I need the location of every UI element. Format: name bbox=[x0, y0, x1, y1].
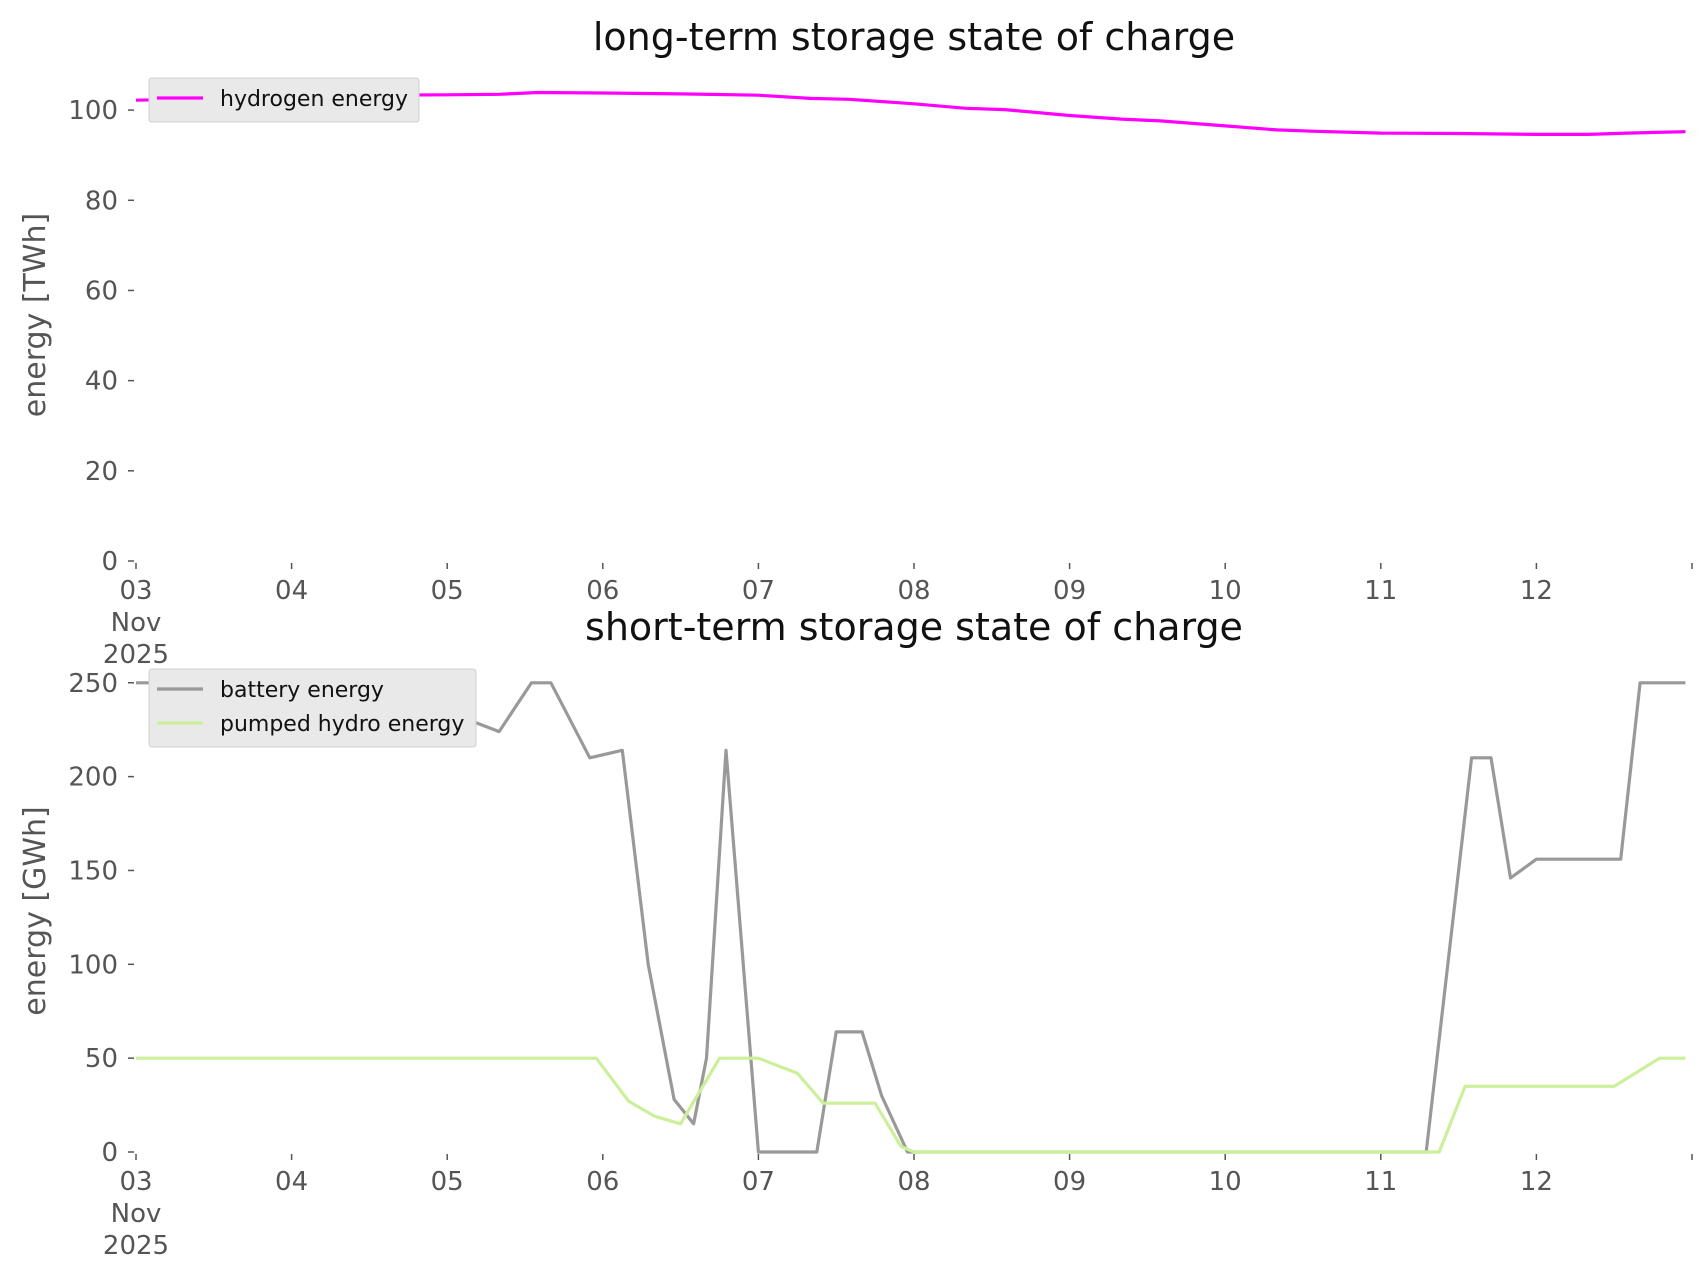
short-term-x-tick-label: 11 bbox=[1364, 1167, 1397, 1197]
long-term-series-line-1 bbox=[135, 90, 1686, 136]
short-term-legend-box bbox=[148, 668, 477, 748]
long-term-series-lines bbox=[135, 90, 1686, 136]
long-term-x-tick-label: 05 bbox=[431, 576, 464, 606]
short-term-chart-panel: short-term storage state of charge energ… bbox=[18, 605, 1693, 1261]
long-term-x-tick-label: 12 bbox=[1520, 576, 1553, 606]
short-term-y-tick-label: 50 bbox=[85, 1044, 118, 1074]
long-term-y-tick-label: 60 bbox=[85, 276, 118, 306]
long-term-legend[interactable]: hydrogen energy bbox=[148, 77, 420, 123]
long-term-y-tick-label: 100 bbox=[68, 96, 118, 126]
short-term-x-tick-label: 08 bbox=[897, 1167, 930, 1197]
long-term-y-tick-label: 80 bbox=[85, 186, 118, 216]
long-term-x-tick-label: 07 bbox=[742, 576, 775, 606]
short-term-legend-label: pumped hydro energy bbox=[220, 712, 464, 737]
long-term-y-tick-label: 40 bbox=[85, 367, 118, 397]
long-term-legend-box bbox=[148, 77, 420, 123]
long-term-x-tick-label: 06 bbox=[586, 576, 619, 606]
short-term-x-tick-label: 03 Nov 2025 bbox=[103, 1167, 169, 1261]
short-term-y-tick-label: 0 bbox=[101, 1138, 118, 1168]
short-term-x-tick-label: 04 bbox=[275, 1167, 308, 1197]
short-term-chart-title: short-term storage state of charge bbox=[585, 605, 1243, 649]
long-term-x-tick-label: 10 bbox=[1209, 576, 1242, 606]
short-term-x-tick-label: 05 bbox=[431, 1167, 464, 1197]
short-term-legend[interactable]: battery energy pumped hydro energy bbox=[148, 668, 477, 748]
short-term-y-tick-label: 100 bbox=[68, 950, 118, 980]
long-term-x-tick-label: 08 bbox=[897, 576, 930, 606]
short-term-series-lines bbox=[136, 681, 1686, 1154]
long-term-x-tick-label: 03 Nov 2025 bbox=[103, 576, 169, 670]
long-term-y-tick-label: 0 bbox=[101, 547, 118, 577]
long-term-axis-ticks: 0 20 40 60 80 100 03 Nov 2025 04 05 06 07 08 09 10 11 12 bbox=[68, 96, 1693, 670]
long-term-x-tick-label: 09 bbox=[1053, 576, 1086, 606]
short-term-y-tick-label: 150 bbox=[68, 856, 118, 886]
short-term-x-tick-label: 06 bbox=[586, 1167, 619, 1197]
short-term-y-axis-label: energy [GWh] bbox=[18, 806, 53, 1015]
long-term-legend-label: hydrogen energy bbox=[220, 87, 408, 112]
short-term-y-tick-label: 250 bbox=[68, 669, 118, 699]
long-term-y-axis-label: energy [TWh] bbox=[18, 213, 53, 417]
short-term-legend-label: battery energy bbox=[220, 678, 384, 703]
short-term-series-line-1 bbox=[136, 681, 1686, 1154]
long-term-x-tick-label: 04 bbox=[275, 576, 308, 606]
short-term-series-line-2 bbox=[136, 1056, 1686, 1154]
short-term-y-tick-label: 200 bbox=[68, 763, 118, 793]
long-term-y-tick-label: 20 bbox=[85, 457, 118, 487]
short-term-x-tick-label: 09 bbox=[1053, 1167, 1086, 1197]
short-term-x-tick-label: 07 bbox=[742, 1167, 775, 1197]
long-term-chart-title: long-term storage state of charge bbox=[593, 15, 1235, 59]
long-term-x-tick-label: 11 bbox=[1364, 576, 1397, 606]
short-term-axis-ticks: 0 50 100 150 200 250 03 Nov 2025 04 05 06 07 08 09 10 11… bbox=[68, 669, 1693, 1261]
long-term-chart-panel: long-term storage state of charge energy… bbox=[18, 15, 1693, 670]
short-term-x-tick-label: 12 bbox=[1520, 1167, 1553, 1197]
short-term-x-tick-label: 10 bbox=[1209, 1167, 1242, 1197]
